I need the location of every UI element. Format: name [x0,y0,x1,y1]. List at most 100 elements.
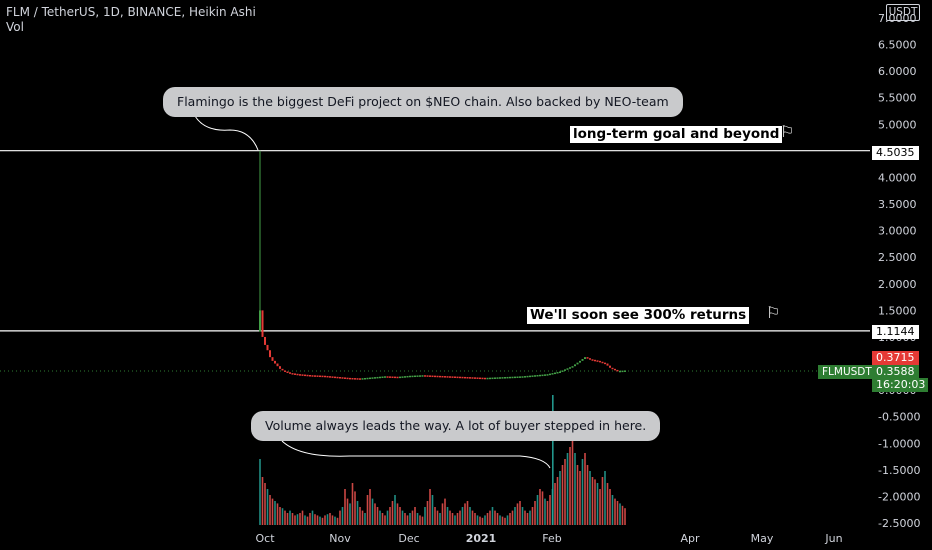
volume-bar [359,507,361,525]
volume-bar [461,507,464,525]
candle [489,377,491,380]
volume-bar [561,465,564,525]
volume-bar [576,465,579,525]
volume-bar [421,516,424,525]
volume-bar [574,453,576,525]
volume-bar [479,516,481,525]
candle [366,377,369,380]
candle [341,377,344,379]
volume-bar [339,510,341,525]
volume-bar [606,483,609,525]
candle [269,350,271,358]
y-tick-label: 5.0000 [878,118,917,131]
candle [304,374,306,377]
volume-bar [269,495,271,525]
candle [279,366,281,369]
volume-bar [539,489,541,525]
volume-bar [426,501,429,525]
currency-label[interactable]: USDT [886,4,920,21]
candle [274,360,276,364]
volume-bar [524,510,526,525]
candle [464,376,466,379]
volume-bar [264,483,266,525]
volume-bar [304,515,306,525]
volume-bar [456,513,459,525]
volume-bar [556,477,559,525]
candle [376,376,379,379]
candle [319,375,321,378]
volume-bar [616,501,619,525]
candle [531,375,534,377]
candle [334,376,336,379]
candle [401,376,404,378]
volume-bar [559,471,561,525]
candle [429,375,431,377]
volume-bar [294,515,296,525]
volume-bar [536,495,539,525]
volume-bar [261,477,264,525]
candle [484,377,486,380]
candle [339,377,341,379]
flag-icon[interactable]: ⚐ [766,303,781,322]
candle [399,376,401,379]
volume-bar [596,483,599,525]
candle [444,376,446,378]
volume-bar [529,510,531,525]
candle [479,377,481,380]
volume-bar [411,510,414,525]
volume-bar [581,459,584,525]
volume-bar [271,498,274,525]
returns-label[interactable]: We'll soon see 300% returns [527,307,750,324]
candle [541,374,544,377]
candle [294,373,296,375]
symbol-title[interactable]: FLM / TetherUS, 1D, BINANCE, Heikin Ashi [6,5,256,19]
candle [424,375,426,377]
volume-bar [364,513,366,525]
volume-bar [521,507,524,525]
volume-bar [464,503,466,525]
volume-bar [266,489,269,525]
candle [336,376,339,379]
volume-bar [624,508,626,525]
y-tick-label: 2.5000 [878,251,917,264]
candle [609,365,611,368]
candle [346,377,349,380]
candle [419,375,421,377]
candle [441,375,444,378]
candle [276,363,279,367]
volume-bar [334,516,336,525]
flag-icon[interactable]: ⚐ [780,122,795,141]
volume-bar [441,503,444,525]
volume-bar [476,515,479,525]
goal-label[interactable]: long-term goal and beyond [570,126,783,143]
candle [369,377,371,380]
y-tick-label: 6.0000 [878,65,917,78]
volume-indicator-label[interactable]: Vol [6,20,24,34]
candle [561,370,564,372]
volume-bar [604,471,606,525]
volume-bar [611,495,614,525]
x-tick-label: Feb [542,532,561,545]
volume-bar [326,514,329,525]
volume-bar [414,507,416,525]
volume-bar [541,491,544,525]
y-tick-label: 3.0000 [878,225,917,238]
volume-bar [281,508,284,525]
volume-bar [424,507,426,525]
candle [394,376,396,379]
volume-bar [481,517,484,525]
volume-bar [621,505,624,525]
callout-volume[interactable]: Volume always leads the way. A lot of bu… [251,411,661,441]
volume-bar [329,513,331,525]
candle [624,370,626,372]
volume-bar [439,513,441,525]
candle [351,377,354,380]
volume-bar [566,453,569,525]
volume-bar [504,517,506,525]
candle [344,377,346,379]
volume-bar [511,510,514,525]
callout-flamingo[interactable]: Flamingo is the biggest DeFi project on … [163,87,683,117]
volume-bar [314,514,316,525]
volume-bar [384,515,386,525]
